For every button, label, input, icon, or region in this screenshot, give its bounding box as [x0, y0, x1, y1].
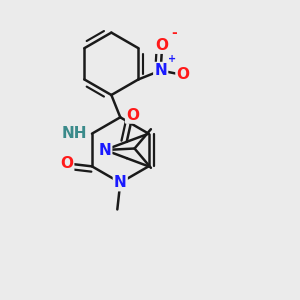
Text: -: -	[172, 26, 177, 40]
Text: O: O	[156, 38, 169, 53]
Text: N: N	[114, 175, 127, 190]
Text: O: O	[60, 156, 73, 171]
Text: N: N	[154, 63, 167, 78]
Text: N: N	[98, 142, 111, 158]
Text: NH: NH	[62, 126, 88, 141]
Text: O: O	[176, 68, 190, 82]
Text: +: +	[168, 54, 176, 64]
Text: O: O	[126, 108, 139, 123]
